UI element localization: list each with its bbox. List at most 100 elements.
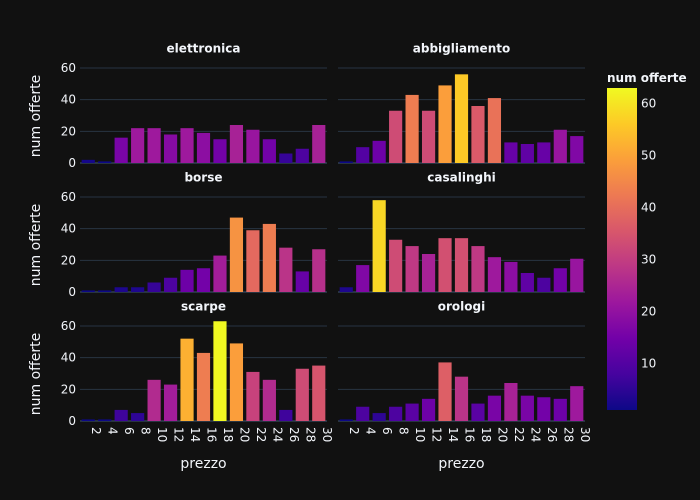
bar-borse-6[interactable] xyxy=(114,287,128,292)
bar-scarpe-18[interactable] xyxy=(213,321,227,421)
bar-abbigliamento-10[interactable] xyxy=(405,94,419,163)
bar-orologi-4[interactable] xyxy=(356,406,370,421)
bar-casalinghi-6[interactable] xyxy=(372,200,386,292)
bar-scarpe-6[interactable] xyxy=(114,409,128,421)
panel-title-borse: borse xyxy=(184,171,222,185)
bar-elettronica-2[interactable] xyxy=(81,159,95,163)
bar-scarpe-30[interactable] xyxy=(312,365,326,421)
bar-casalinghi-2[interactable] xyxy=(339,287,353,292)
bar-abbigliamento-16[interactable] xyxy=(454,74,469,163)
bar-scarpe-22[interactable] xyxy=(246,371,260,421)
colorbar-tick-label: 60 xyxy=(641,97,656,111)
bar-casalinghi-12[interactable] xyxy=(421,254,436,292)
bar-elettronica-16[interactable] xyxy=(196,132,211,163)
bar-elettronica-30[interactable] xyxy=(312,125,326,163)
bar-orologi-22[interactable] xyxy=(504,383,518,421)
bar-elettronica-6[interactable] xyxy=(114,137,128,163)
bar-elettronica-24[interactable] xyxy=(262,139,276,163)
bar-abbigliamento-30[interactable] xyxy=(570,136,584,163)
bar-elettronica-22[interactable] xyxy=(246,129,260,163)
bar-borse-2[interactable] xyxy=(81,290,95,292)
bar-abbigliamento-22[interactable] xyxy=(504,142,518,163)
bar-abbigliamento-14[interactable] xyxy=(438,85,452,163)
bar-casalinghi-26[interactable] xyxy=(537,277,551,292)
bar-casalinghi-22[interactable] xyxy=(504,261,518,292)
bar-abbigliamento-20[interactable] xyxy=(487,98,502,163)
bar-casalinghi-24[interactable] xyxy=(520,273,534,292)
bar-borse-20[interactable] xyxy=(229,217,244,292)
bar-scarpe-2[interactable] xyxy=(81,419,95,421)
bar-orologi-20[interactable] xyxy=(487,395,502,421)
bar-elettronica-26[interactable] xyxy=(279,153,293,164)
panel-title-scarpe: scarpe xyxy=(181,300,226,314)
xtick-label: 2 xyxy=(347,427,361,435)
bar-elettronica-14[interactable] xyxy=(180,128,194,163)
bar-abbigliamento-4[interactable] xyxy=(356,147,370,163)
bar-orologi-10[interactable] xyxy=(405,403,419,421)
bar-casalinghi-30[interactable] xyxy=(570,258,584,292)
bar-casalinghi-14[interactable] xyxy=(438,238,452,292)
bar-abbigliamento-6[interactable] xyxy=(372,140,386,163)
bar-scarpe-12[interactable] xyxy=(163,384,178,421)
bar-abbigliamento-12[interactable] xyxy=(421,110,436,163)
bar-scarpe-26[interactable] xyxy=(279,409,293,421)
bar-orologi-24[interactable] xyxy=(520,395,534,421)
bar-orologi-18[interactable] xyxy=(471,403,485,421)
bar-casalinghi-4[interactable] xyxy=(356,265,370,292)
bar-orologi-2[interactable] xyxy=(339,419,353,421)
bar-scarpe-20[interactable] xyxy=(229,343,244,421)
bar-borse-10[interactable] xyxy=(147,282,161,293)
bar-casalinghi-10[interactable] xyxy=(405,246,419,292)
bar-orologi-6[interactable] xyxy=(372,413,386,421)
ytick-label: 60 xyxy=(61,319,76,333)
colorbar-tick-label: 50 xyxy=(641,149,656,163)
bar-borse-24[interactable] xyxy=(262,223,276,292)
xtick-label: 28 xyxy=(303,427,317,442)
bar-borse-22[interactable] xyxy=(246,230,260,292)
bar-borse-26[interactable] xyxy=(279,247,293,292)
bar-elettronica-8[interactable] xyxy=(131,128,145,163)
bar-borse-18[interactable] xyxy=(213,255,227,292)
bar-abbigliamento-24[interactable] xyxy=(520,144,534,163)
bar-casalinghi-28[interactable] xyxy=(553,268,567,292)
bar-casalinghi-18[interactable] xyxy=(471,246,485,292)
bar-borse-16[interactable] xyxy=(196,268,211,292)
bar-scarpe-4[interactable] xyxy=(98,419,112,421)
bar-elettronica-10[interactable] xyxy=(147,128,161,163)
bar-scarpe-16[interactable] xyxy=(196,352,211,421)
bar-scarpe-8[interactable] xyxy=(131,413,145,421)
colorbar: num offerte 10 20 30 40 50 60 xyxy=(607,71,687,410)
bar-orologi-30[interactable] xyxy=(570,386,584,421)
bar-orologi-12[interactable] xyxy=(421,398,436,421)
bar-orologi-16[interactable] xyxy=(454,376,469,421)
bar-elettronica-12[interactable] xyxy=(163,134,178,164)
bar-casalinghi-20[interactable] xyxy=(487,257,502,292)
bar-casalinghi-16[interactable] xyxy=(454,238,469,292)
bar-scarpe-24[interactable] xyxy=(262,379,276,421)
x-axis-title: prezzo xyxy=(438,456,484,472)
bar-abbigliamento-26[interactable] xyxy=(537,142,551,163)
bar-orologi-28[interactable] xyxy=(553,398,567,421)
bar-casalinghi-8[interactable] xyxy=(389,239,403,292)
bar-borse-12[interactable] xyxy=(163,277,178,292)
bar-scarpe-10[interactable] xyxy=(147,379,161,421)
bar-elettronica-28[interactable] xyxy=(295,148,309,163)
bar-abbigliamento-8[interactable] xyxy=(389,110,403,163)
bar-elettronica-18[interactable] xyxy=(213,139,227,163)
bar-borse-8[interactable] xyxy=(131,287,145,292)
bar-orologi-26[interactable] xyxy=(537,397,551,421)
bar-scarpe-28[interactable] xyxy=(295,368,309,421)
bar-borse-30[interactable] xyxy=(312,249,326,292)
bar-abbigliamento-2[interactable] xyxy=(339,161,353,163)
bar-borse-14[interactable] xyxy=(180,269,194,292)
bar-abbigliamento-28[interactable] xyxy=(553,129,567,163)
bar-orologi-8[interactable] xyxy=(389,406,403,421)
bar-borse-4[interactable] xyxy=(98,290,112,292)
bar-abbigliamento-18[interactable] xyxy=(471,106,485,163)
bar-elettronica-4[interactable] xyxy=(98,161,112,163)
bar-elettronica-20[interactable] xyxy=(229,125,244,163)
bar-orologi-14[interactable] xyxy=(438,362,452,421)
bar-borse-28[interactable] xyxy=(295,271,309,292)
bar-scarpe-14[interactable] xyxy=(180,338,194,421)
